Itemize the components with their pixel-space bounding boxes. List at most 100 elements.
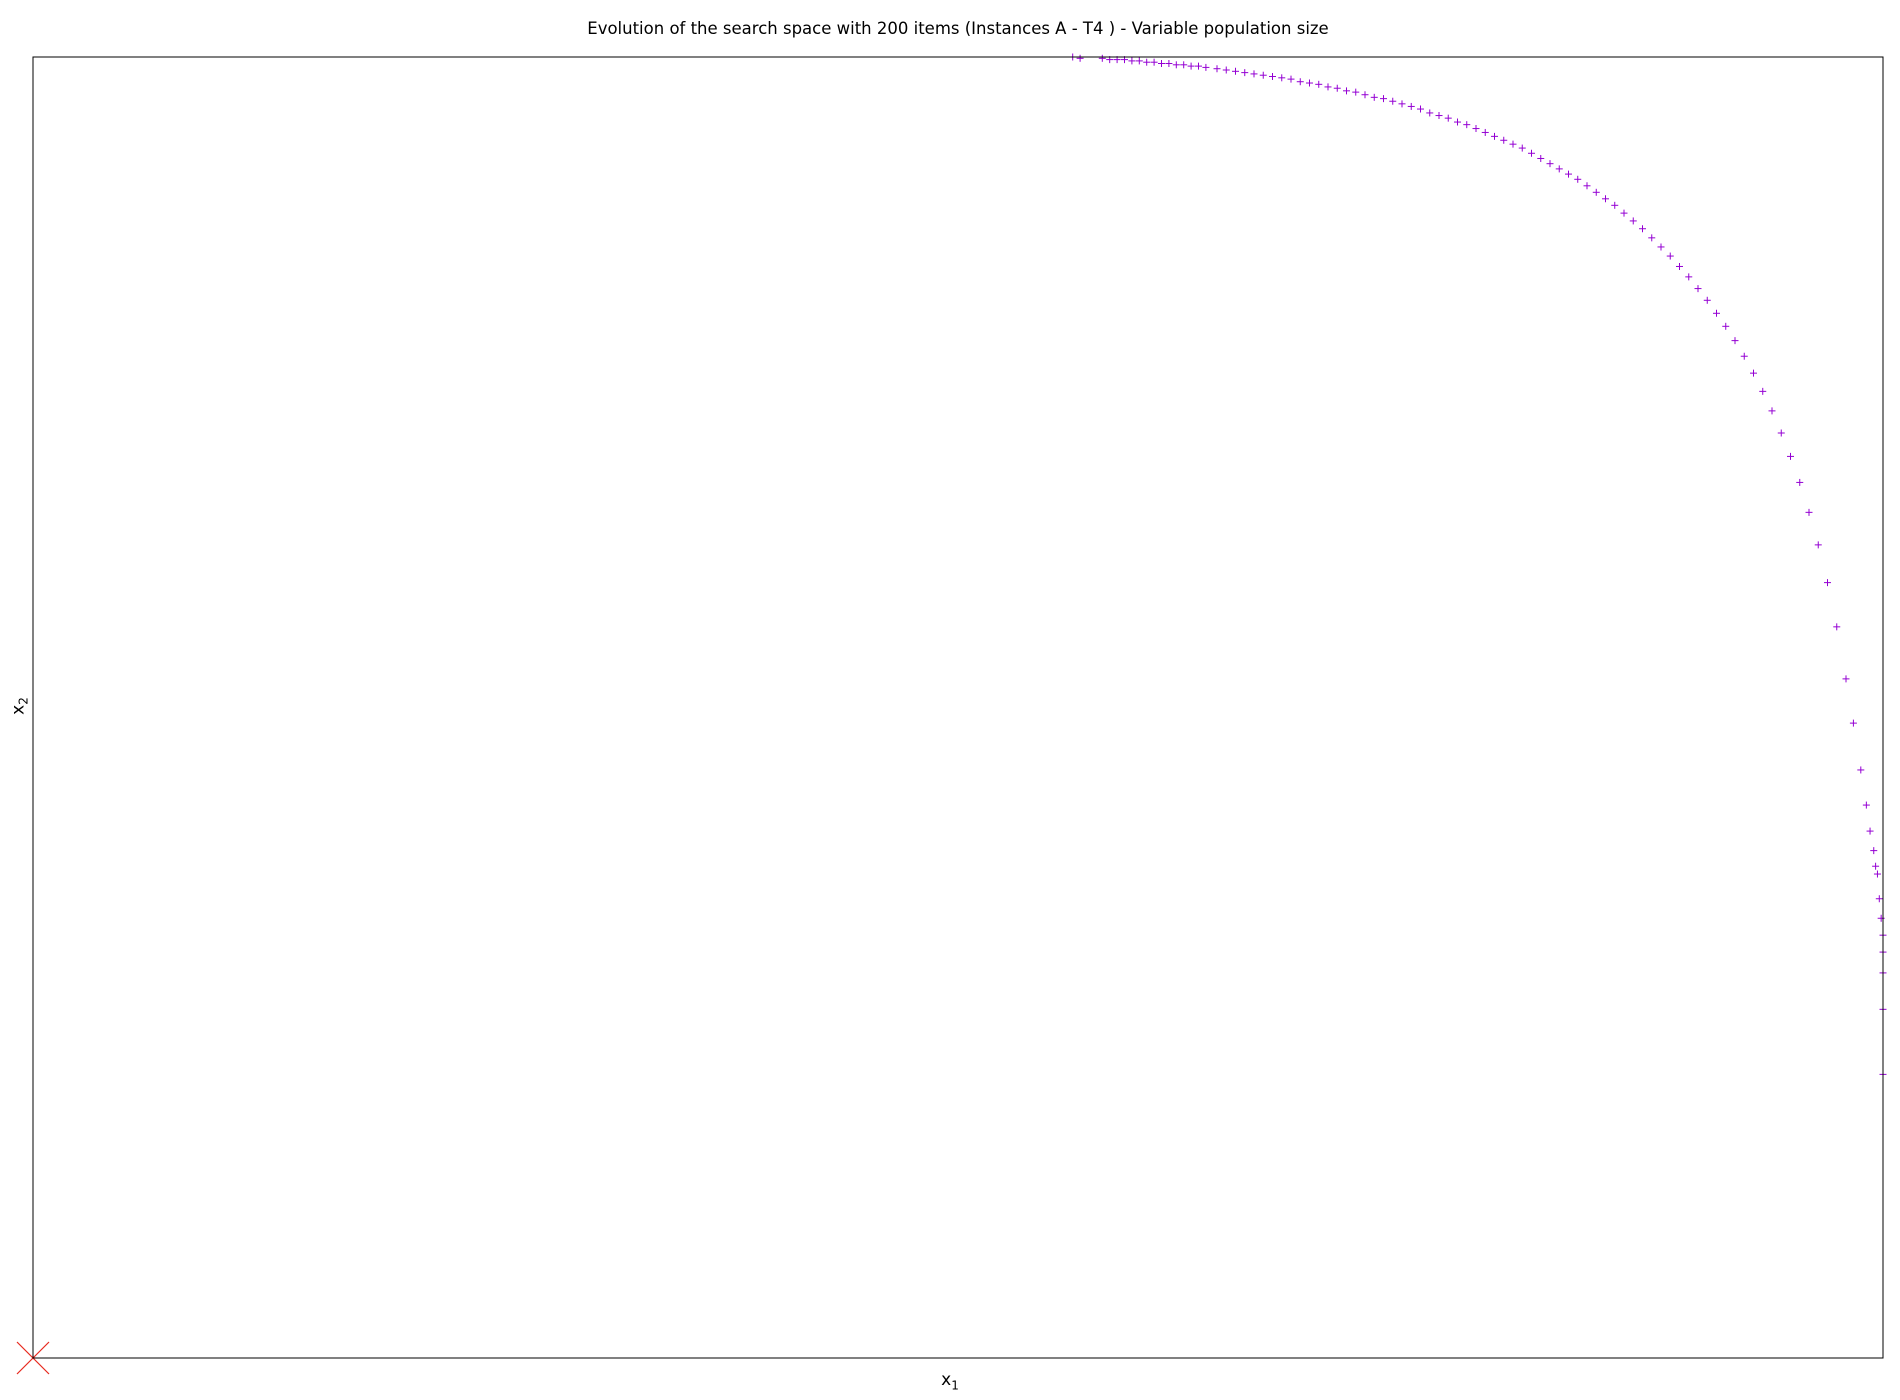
data-point-plus xyxy=(1768,407,1776,415)
data-point-plus xyxy=(1128,57,1136,65)
data-point-plus xyxy=(1098,54,1106,62)
data-point-plus xyxy=(1648,234,1656,242)
data-point-plus xyxy=(1213,65,1221,73)
data-point-plus xyxy=(1417,105,1424,113)
data-point-plus xyxy=(1278,74,1286,82)
data-point-plus xyxy=(1481,128,1489,136)
y-axis-label-subscript: 2 xyxy=(16,697,31,705)
data-point-plus xyxy=(1814,541,1822,549)
data-point-plus xyxy=(1407,102,1415,110)
data-point-plus xyxy=(1306,79,1313,87)
data-point-plus xyxy=(1426,109,1434,117)
data-point-plus xyxy=(1250,70,1258,78)
data-point-plus xyxy=(1740,352,1748,360)
data-point-plus xyxy=(1187,62,1195,70)
data-point-plus xyxy=(1870,847,1878,855)
data-point-plus xyxy=(1877,914,1885,922)
x-axis-label-base: x xyxy=(941,1370,952,1390)
data-point-plus xyxy=(1370,93,1378,101)
data-point-plus xyxy=(1143,58,1151,66)
data-point-plus xyxy=(1796,478,1804,486)
data-point-plus xyxy=(1849,719,1857,727)
data-point-plus xyxy=(1639,225,1646,233)
data-point-plus xyxy=(1324,83,1332,91)
data-point-plus xyxy=(1500,136,1508,144)
data-point-plus xyxy=(1602,195,1609,203)
data-point-plus xyxy=(1862,801,1870,809)
data-point-plus xyxy=(1750,369,1757,377)
data-point-plus xyxy=(1463,121,1471,129)
data-point-plus xyxy=(1611,201,1619,209)
data-point-plus xyxy=(1491,132,1498,140)
data-point-plus xyxy=(1592,188,1600,196)
data-point-plus xyxy=(1150,58,1158,66)
axes-frame xyxy=(32,56,1884,1359)
data-point-plus xyxy=(1787,452,1794,460)
data-point-plus xyxy=(1259,71,1267,79)
data-point-plus xyxy=(1202,63,1210,71)
x-axis-label: x1 xyxy=(941,1370,959,1393)
data-point-plus xyxy=(1172,61,1180,69)
data-point-plus xyxy=(1472,125,1480,133)
data-point-plus xyxy=(1872,862,1880,870)
data-point-plus xyxy=(1135,57,1143,65)
data-point-plus xyxy=(1389,97,1397,105)
data-point-plus xyxy=(1694,285,1702,293)
data-point-plus xyxy=(1866,827,1874,835)
data-point-plus xyxy=(1873,870,1881,878)
data-point-plus xyxy=(1722,322,1730,330)
data-point-plus xyxy=(1620,209,1628,217)
data-point-plus xyxy=(1398,100,1406,108)
data-point-plus xyxy=(1287,75,1295,83)
data-point-plus xyxy=(1777,429,1785,437)
data-point-plus xyxy=(1824,579,1831,587)
y-axis-label-base: x xyxy=(8,704,29,715)
data-point-plus xyxy=(1509,140,1517,148)
data-point-plus xyxy=(1842,675,1850,683)
data-point-plus xyxy=(1759,387,1767,395)
data-point-plus xyxy=(1555,165,1563,173)
x-axis-label-subscript: 1 xyxy=(951,1378,959,1393)
data-point-plus xyxy=(1528,149,1535,157)
data-point-plus xyxy=(1435,112,1443,120)
data-point-plus xyxy=(1195,62,1202,70)
data-point-plus xyxy=(1315,80,1323,88)
data-point-plus xyxy=(1361,91,1369,99)
data-point-plus xyxy=(1857,766,1865,774)
data-point-plus xyxy=(1222,66,1230,74)
data-point-plus xyxy=(1352,88,1360,96)
data-point-plus xyxy=(1296,78,1304,86)
data-point-plus xyxy=(1380,95,1387,103)
data-point-plus xyxy=(1076,54,1084,62)
data-point-plus xyxy=(1629,217,1637,225)
data-point-plus xyxy=(1583,182,1591,190)
data-point-plus xyxy=(1731,337,1739,345)
data-point-plus xyxy=(1518,144,1526,152)
chart-marks xyxy=(16,53,1887,1375)
data-point-plus xyxy=(1546,160,1554,168)
data-point-plus xyxy=(1343,87,1350,95)
data-point-plus xyxy=(1875,895,1883,903)
data-point-plus xyxy=(1805,508,1813,516)
data-point-plus xyxy=(1657,243,1665,251)
data-point-plus xyxy=(1444,114,1452,122)
data-point-plus xyxy=(1565,170,1572,178)
data-point-plus xyxy=(1537,154,1545,162)
data-point-plus xyxy=(1180,61,1188,69)
data-point-plus xyxy=(1713,309,1720,317)
data-point-plus xyxy=(1333,84,1341,92)
data-point-plus xyxy=(1833,623,1841,631)
data-point-plus xyxy=(1666,252,1674,260)
data-point-plus xyxy=(1232,67,1239,75)
data-point-plus xyxy=(1269,73,1276,81)
data-point-plus xyxy=(1703,296,1711,304)
chart-title: Evolution of the search space with 200 i… xyxy=(587,19,1329,38)
y-axis-label: x2 xyxy=(8,697,31,715)
data-point-plus xyxy=(1454,118,1461,126)
data-point-plus xyxy=(1676,262,1683,270)
data-point-plus xyxy=(1241,69,1249,77)
data-point-plus xyxy=(1165,60,1173,68)
data-point-plus xyxy=(1685,273,1693,281)
data-point-plus xyxy=(1158,60,1165,68)
